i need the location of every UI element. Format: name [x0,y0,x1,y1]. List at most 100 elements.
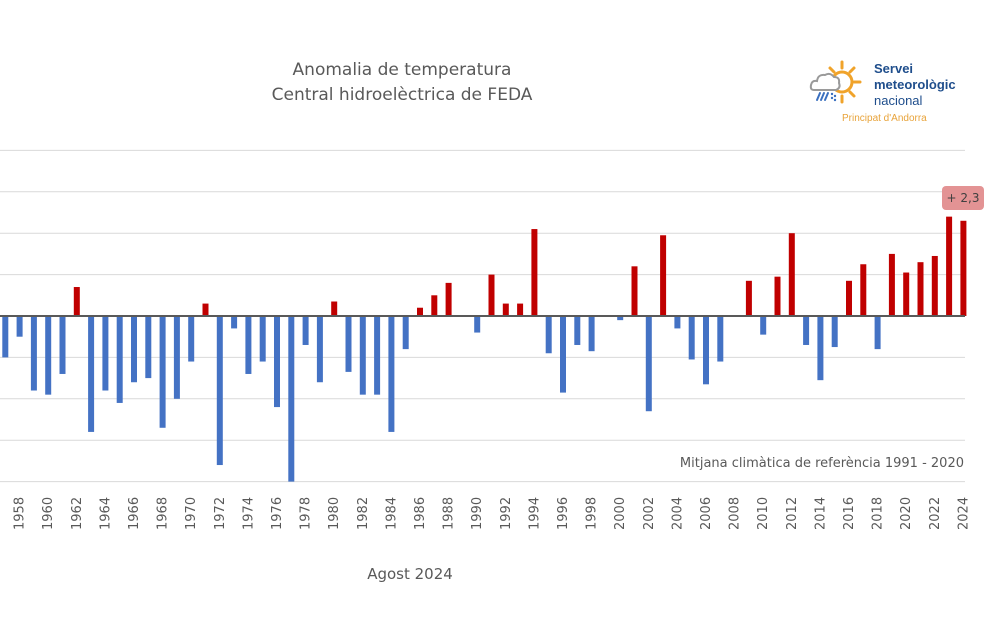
x-tick-label: 1982 [356,497,371,530]
x-tick-label: 1958 [13,497,28,530]
bar-1993 [517,303,524,316]
chart-subtitle: Central hidroelèctrica de FEDA [271,85,533,105]
x-tick-label: 1988 [442,497,457,530]
chart-title-block: Anomalia de temperatura Central hidroelè… [200,58,604,108]
x-tick-label: 1960 [41,497,56,530]
x-tick-label: 2020 [899,497,914,530]
x-tick-label: 1980 [327,497,342,530]
bar-1981 [345,316,352,372]
bar-1957 [2,316,9,358]
x-tick-label: 1968 [156,497,171,530]
bar-2003 [660,235,667,316]
bar-1968 [159,316,166,428]
bar-1998 [588,316,595,352]
bar-1984 [388,316,395,432]
x-tick-label: 2006 [699,497,714,530]
bar-2002 [645,316,652,412]
x-tick-label: 1984 [384,497,399,530]
x-tick-labels: 1958 1960 1962 1964 1966 1968 1970 1972 1974 1976… [13,497,972,530]
bar-2022 [931,255,938,316]
bar-1960 [45,316,52,395]
bar-2024 [960,220,967,316]
x-tick-label: 2024 [956,497,971,530]
x-tick-label: 2002 [642,497,657,530]
x-tick-label: 1966 [127,497,142,530]
x-tick-label: 1986 [413,497,428,530]
x-tick-label: 2016 [842,497,857,530]
bar-1977 [288,316,295,482]
bar-1959 [30,316,37,391]
x-tick-label: 2010 [756,497,771,530]
x-tick-label: 2000 [613,497,628,530]
bar-1966 [131,316,137,383]
bar-2013 [803,316,810,345]
bar-2021 [917,262,924,316]
x-tick-label: 2008 [728,497,743,530]
bar-1992 [502,303,509,316]
bar-1986 [417,307,423,316]
bar-1979 [316,316,323,383]
weather-sun-cloud-rain-icon [809,60,862,104]
bar-2001 [631,266,638,316]
bar-2015 [831,316,838,348]
bar-1990 [474,316,481,333]
bar-2004 [674,316,681,329]
bar-1961 [59,316,66,374]
bar-1976 [274,316,280,408]
bar-2023 [946,216,953,316]
bar-1995 [545,316,552,354]
bar-2007 [717,316,724,362]
bar-1991 [488,274,495,316]
bars [2,216,967,482]
bar-1965 [116,316,123,403]
logo-text: Servei meteorològic nacional [874,61,956,109]
bar-2005 [688,316,695,360]
bar-1962 [73,287,80,316]
chart-title: Anomalia de temperatura [292,60,512,80]
bar-1972 [216,316,223,466]
x-tick-label: 1964 [98,497,113,530]
x-tick-label: 2022 [928,497,943,530]
bar-1996 [560,316,566,393]
smn-logo: Servei meteorològic nacional Principat d… [808,58,998,130]
x-tick-label: 2018 [871,497,886,530]
x-tick-label: 2014 [813,497,828,530]
bar-2010 [760,316,767,335]
reference-period-note: Mitjana climàtica de referència 1991 - 2… [679,456,964,471]
x-axis-title: Agost 2024 [367,565,453,583]
bar-1980 [331,301,338,316]
x-tick-label: 1962 [70,497,85,530]
bar-1975 [259,316,266,362]
logo-subtitle: Principat d'Andorra [842,113,927,124]
x-tick-label: 1994 [527,497,542,530]
bar-2018 [874,316,881,350]
bar-1963 [88,316,95,432]
bar-2020 [903,272,910,316]
bar-1970 [188,316,195,362]
bar-1985 [402,316,409,350]
bar-1964 [102,316,109,391]
logo-line-3: nacional [874,93,923,108]
x-tick-label: 1976 [270,497,285,530]
x-tick-label: 1998 [585,497,600,530]
bar-1997 [574,316,581,345]
bar-1982 [359,316,366,395]
bar-2017 [860,264,867,316]
bar-1987 [431,295,438,316]
x-tick-label: 1972 [213,497,228,530]
logo-line-1: Servei [874,61,914,76]
bar-2011 [774,276,781,316]
bar-1994 [531,229,538,316]
bar-2006 [703,316,709,385]
bar-1969 [173,316,180,399]
bar-1983 [374,316,381,395]
x-tick-label: 1992 [499,497,514,530]
latest-value-callout: + 2,3 [942,186,984,210]
bar-1978 [302,316,309,345]
bar-1973 [231,316,238,329]
x-tick-label: 2012 [785,497,800,530]
bar-2019 [888,253,895,316]
bar-1988 [445,282,452,316]
bar-1958 [16,316,23,337]
x-tick-label: 1970 [184,497,199,530]
